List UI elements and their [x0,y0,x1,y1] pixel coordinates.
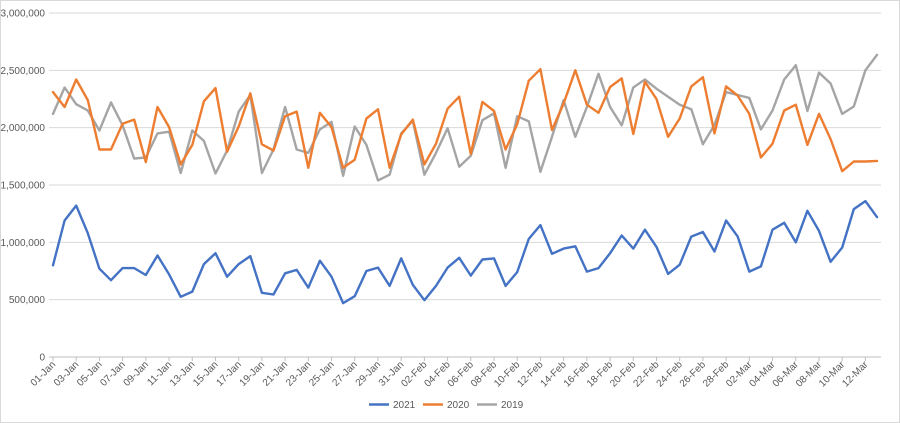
x-tick-label: 15-Jan [191,359,220,388]
y-tick-label: 2,000,000 [1,123,45,134]
x-tick-label: 01-Jan [29,359,58,388]
legend: 2021 2020 2019 [369,400,524,411]
series-line-2020 [51,67,879,173]
y-axis-tick-labels: 0 500,000 1,000,000 1,500,000 2,000,000 2,500… [1,9,45,364]
y-tick-label: 1,500,000 [1,181,45,192]
x-tick-label: 23-Jan [284,359,313,388]
x-tick-label: 09-Jan [122,359,151,388]
x-tick-label: 25-Jan [307,359,336,388]
x-tick-label: 03-Jan [52,359,81,388]
x-tick-label: 29-Jan [354,359,383,388]
x-tick-label: 13-Jan [168,359,197,388]
x-tick-label: 12-Mar [840,359,871,390]
x-tick-label: 19-Jan [238,359,267,388]
legend-item-2020: 2020 [423,400,470,411]
y-tick-label: 500,000 [9,295,46,306]
legend-label: 2020 [447,400,470,411]
legend-item-2021: 2021 [369,400,416,411]
y-tick-label: 3,000,000 [1,9,45,20]
x-tick-label: 27-Jan [330,359,359,388]
x-tick-label: 07-Jan [98,359,127,388]
x-tick-label: 21-Jan [261,359,290,388]
legend-label: 2019 [501,400,524,411]
y-tick-label: 2,500,000 [1,66,45,77]
series-lines [51,53,879,305]
legend-item-2019: 2019 [477,400,524,411]
x-tick-label: 05-Jan [75,359,104,388]
x-tick-label: 17-Jan [214,359,243,388]
y-tick-label: 0 [39,353,45,364]
x-axis: 01-Jan03-Jan05-Jan07-Jan09-Jan11-Jan13-J… [29,356,881,390]
legend-label: 2021 [393,400,416,411]
y-tick-label: 1,000,000 [1,238,45,249]
series-line-2019 [51,53,879,182]
series-line-2021 [51,199,879,305]
gridlines [49,12,881,358]
